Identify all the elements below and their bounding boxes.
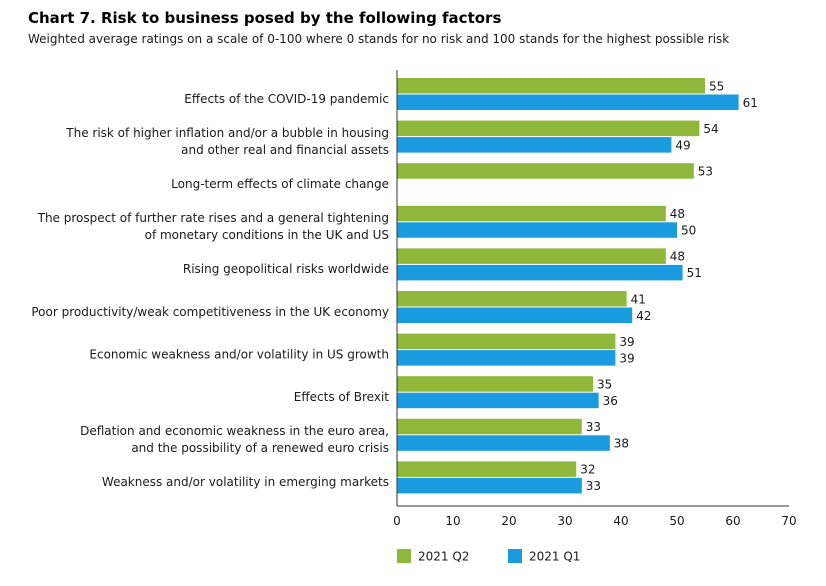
bar-2021-q2 <box>397 461 577 477</box>
data-label: 36 <box>603 394 618 408</box>
x-tick-label: 10 <box>445 514 460 528</box>
data-label: 32 <box>580 463 595 477</box>
category-label: of monetary conditions in the UK and US <box>145 228 389 242</box>
category-label: Effects of Brexit <box>294 390 389 404</box>
x-tick-label: 30 <box>557 514 572 528</box>
legend-swatch-2021-q1 <box>508 549 522 563</box>
chart-title: Chart 7. Risk to business posed by the f… <box>28 9 502 27</box>
data-label: 39 <box>619 351 634 365</box>
category-label: The prospect of further rate rises and a… <box>37 211 389 225</box>
data-label: 51 <box>687 266 702 280</box>
bar-2021-q2 <box>397 333 616 350</box>
data-label: 50 <box>681 224 696 238</box>
category-label: Deflation and economic weakness in the e… <box>80 424 389 438</box>
category-label: Poor productivity/weak competitiveness i… <box>31 305 389 319</box>
bar-2021-q2 <box>397 120 700 137</box>
bar-2021-q1 <box>397 477 582 494</box>
category-label: Rising geopolitical risks worldwide <box>183 262 389 276</box>
category-label: and other real and financial assets <box>181 143 389 157</box>
bar-2021-q1 <box>397 264 683 281</box>
legend-label: 2021 Q1 <box>529 550 580 564</box>
category-label: Effects of the COVID-19 pandemic <box>184 92 389 106</box>
x-tick-label: 0 <box>393 514 401 528</box>
data-label: 33 <box>586 479 601 493</box>
category-label: Long-term effects of climate change <box>171 177 389 191</box>
chart-subtitle: Weighted average ratings on a scale of 0… <box>28 32 730 46</box>
x-tick-label: 40 <box>613 514 628 528</box>
bar-2021-q2 <box>397 291 627 307</box>
data-label: 42 <box>636 309 651 323</box>
bar-2021-q1 <box>397 307 633 323</box>
bar-2021-q2 <box>397 248 666 264</box>
data-label: 53 <box>698 164 713 178</box>
bar-2021-q1 <box>397 137 672 153</box>
data-label: 48 <box>670 207 685 221</box>
bar-2021-q1 <box>397 222 677 238</box>
x-tick-label: 60 <box>725 514 740 528</box>
bar-2021-q2 <box>397 163 694 179</box>
x-tick-label: 70 <box>781 514 796 528</box>
category-label: and the possibility of a renewed euro cr… <box>131 441 389 455</box>
data-label: 61 <box>743 96 758 110</box>
bar-2021-q2 <box>397 376 593 392</box>
data-label: 38 <box>614 437 629 451</box>
bar-2021-q1 <box>397 94 739 110</box>
bar-2021-q2 <box>397 205 666 222</box>
bar-2021-q2 <box>397 418 582 435</box>
category-label: Weakness and/or volatility in emerging m… <box>102 475 389 489</box>
category-label: Economic weakness and/or volatility in U… <box>89 347 389 361</box>
x-tick-label: 50 <box>669 514 684 528</box>
data-label: 39 <box>619 335 634 349</box>
legend-swatch-2021-q2 <box>397 549 411 563</box>
data-label: 41 <box>631 292 646 306</box>
bar-2021-q2 <box>397 78 705 94</box>
legend-label: 2021 Q2 <box>418 550 469 564</box>
category-label: The risk of higher inflation and/or a bu… <box>65 126 389 140</box>
data-label: 55 <box>709 79 724 93</box>
x-tick-label: 20 <box>501 514 516 528</box>
data-label: 49 <box>675 138 690 152</box>
bar-2021-q1 <box>397 350 616 366</box>
data-label: 54 <box>703 122 718 136</box>
bar-2021-q1 <box>397 392 599 409</box>
data-label: 35 <box>597 377 612 391</box>
data-label: 48 <box>670 250 685 264</box>
data-label: 33 <box>586 420 601 434</box>
bar-2021-q1 <box>397 435 610 451</box>
